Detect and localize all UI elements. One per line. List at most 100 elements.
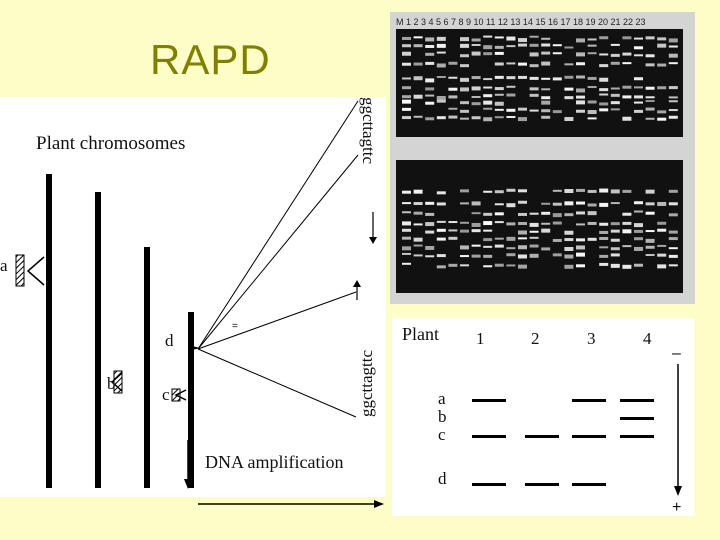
gel-band bbox=[518, 230, 527, 235]
gel-band bbox=[529, 222, 539, 227]
gel-band bbox=[622, 95, 632, 99]
primer-line-top-1 bbox=[197, 100, 359, 350]
gel-band bbox=[425, 245, 435, 250]
gel-photo-panel: M 1 2 3 4 5 6 7 8 9 10 11 12 13 14 15 16… bbox=[390, 12, 695, 304]
gel-band bbox=[657, 117, 667, 121]
gel-band bbox=[645, 117, 655, 120]
gel-band bbox=[668, 213, 678, 217]
gel-band bbox=[402, 95, 411, 99]
gel-band bbox=[645, 230, 655, 233]
gel-band bbox=[668, 115, 678, 119]
gel-band bbox=[471, 244, 481, 247]
gel-band bbox=[610, 101, 620, 105]
primer-bottom-arrowhead bbox=[353, 280, 361, 287]
gel-band bbox=[552, 52, 562, 55]
gel-band bbox=[448, 95, 458, 99]
primer-sequence-top: ggcttagttc bbox=[359, 97, 378, 164]
gel-band bbox=[645, 202, 655, 206]
gel-band bbox=[610, 189, 620, 194]
gel-band bbox=[529, 253, 539, 258]
gel-band bbox=[599, 88, 609, 92]
gel-band bbox=[506, 222, 516, 226]
chromosome-2 bbox=[95, 192, 101, 488]
gel-band bbox=[552, 213, 562, 218]
gel-band bbox=[448, 221, 458, 224]
gel-band bbox=[436, 95, 446, 100]
gel-band bbox=[471, 95, 481, 98]
gel-band bbox=[494, 36, 504, 39]
gel-band bbox=[564, 201, 574, 206]
gel-band bbox=[483, 190, 493, 193]
gel-band bbox=[657, 110, 667, 114]
gel-band bbox=[645, 245, 655, 249]
gel-band bbox=[529, 230, 539, 233]
gel-band bbox=[494, 51, 504, 55]
gel-band bbox=[471, 254, 481, 258]
gel-band bbox=[622, 62, 632, 65]
gel-band bbox=[599, 77, 609, 82]
gel-band bbox=[552, 238, 562, 242]
site-a-marker bbox=[15, 254, 25, 287]
gel-band bbox=[645, 96, 655, 99]
gel-band bbox=[576, 211, 585, 215]
amplification-label: DNA amplification bbox=[205, 452, 343, 472]
gel-band bbox=[402, 99, 411, 104]
gel-band bbox=[564, 246, 574, 251]
gel-band bbox=[460, 43, 469, 48]
gel-band bbox=[541, 88, 551, 91]
gel-band bbox=[413, 237, 423, 242]
gel-band bbox=[541, 202, 551, 205]
gel-band bbox=[587, 52, 597, 55]
gel-band bbox=[610, 53, 620, 57]
gel-band bbox=[587, 76, 597, 80]
gel-band bbox=[541, 37, 551, 40]
gel-band bbox=[425, 87, 435, 91]
gel-band bbox=[425, 61, 435, 65]
gel-band bbox=[483, 229, 493, 232]
gel-band bbox=[576, 75, 585, 79]
chromosome-4 bbox=[188, 312, 194, 488]
gel-band bbox=[541, 77, 551, 80]
gel-band bbox=[599, 102, 609, 106]
gel-band bbox=[541, 96, 551, 100]
chromosome-1 bbox=[46, 174, 52, 488]
gel-band bbox=[622, 221, 632, 225]
gel-band bbox=[552, 110, 562, 114]
gel-band bbox=[425, 37, 435, 42]
site-b-label: b bbox=[107, 374, 116, 393]
gel-band bbox=[634, 223, 643, 228]
band-a-lane-1 bbox=[472, 399, 506, 402]
gel-band bbox=[668, 100, 678, 103]
gel-band bbox=[599, 230, 609, 234]
gel-band bbox=[634, 37, 643, 40]
gel-band bbox=[518, 245, 527, 250]
gel-band bbox=[599, 236, 609, 240]
gel-band bbox=[529, 76, 539, 80]
gel-band bbox=[402, 236, 411, 240]
gel-band bbox=[494, 203, 504, 206]
gel-band bbox=[552, 44, 562, 47]
gel-band bbox=[634, 54, 643, 57]
gel-band bbox=[587, 221, 597, 225]
gel-band bbox=[471, 116, 481, 120]
gel-band bbox=[622, 229, 632, 234]
gel-band bbox=[413, 62, 423, 66]
gel-band bbox=[657, 228, 667, 232]
gel-band bbox=[494, 93, 504, 96]
gel-band bbox=[483, 35, 493, 38]
gel-band bbox=[402, 86, 411, 90]
gel-band bbox=[483, 265, 493, 268]
gel-band bbox=[599, 222, 609, 226]
primer-sequence-bottom: ggcttagttc bbox=[357, 350, 376, 417]
gel-band bbox=[657, 201, 667, 206]
gel-band bbox=[657, 253, 667, 257]
gel-band bbox=[425, 201, 435, 205]
band-d-lane-3 bbox=[572, 483, 606, 486]
gel-band bbox=[460, 264, 469, 267]
gel-bands-bottom bbox=[402, 188, 678, 269]
gel-band bbox=[425, 222, 435, 227]
gel-band bbox=[668, 237, 678, 241]
gel-band bbox=[668, 38, 678, 43]
gel-band bbox=[471, 76, 481, 80]
gel-band bbox=[460, 101, 469, 105]
